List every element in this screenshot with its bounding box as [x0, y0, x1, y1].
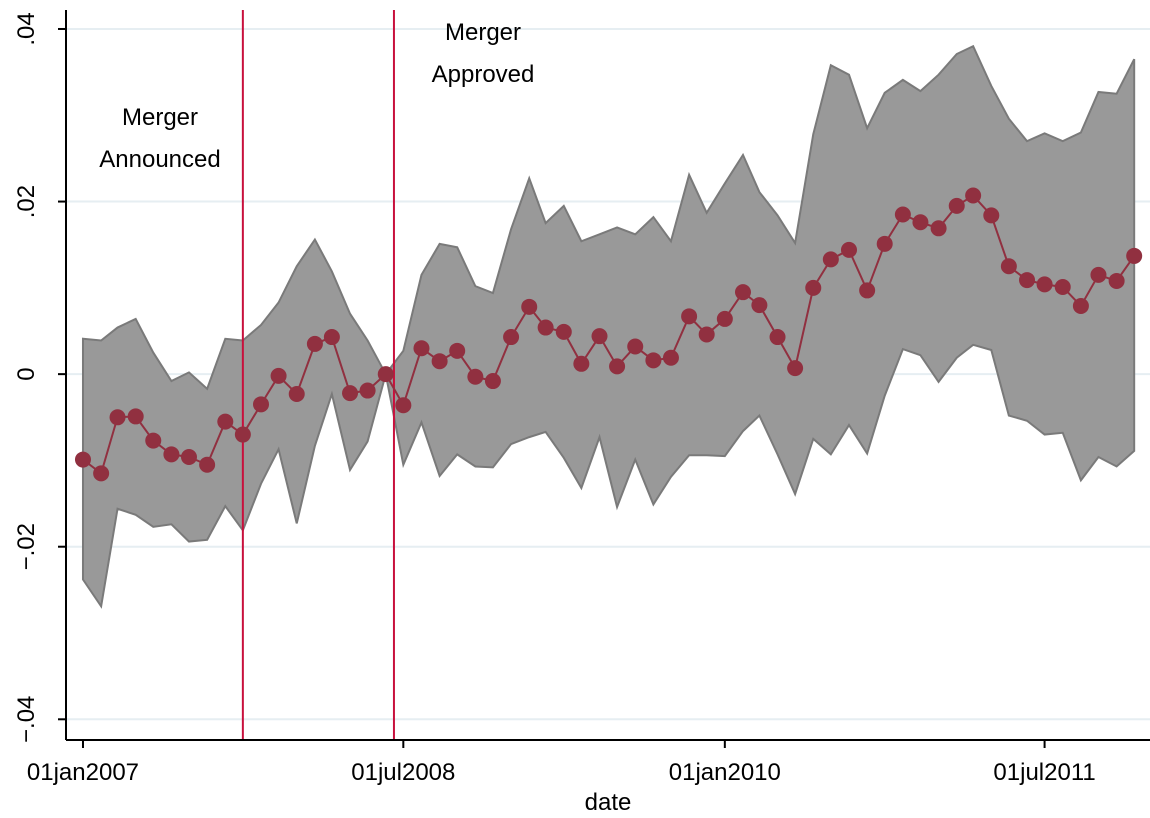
- y-tick-label: −.02: [13, 523, 40, 570]
- y-tick-label: −.04: [13, 696, 40, 743]
- data-point: [555, 323, 572, 340]
- data-point: [1072, 297, 1089, 314]
- x-axis-label: date: [585, 789, 632, 816]
- annotation: Merger: [122, 104, 198, 131]
- x-tick-label: 01jul2011: [993, 759, 1095, 786]
- annotation: Merger: [445, 19, 521, 46]
- y-tick-label: .02: [13, 185, 40, 218]
- data-point: [431, 353, 448, 370]
- data-point: [840, 241, 857, 258]
- data-point: [449, 342, 466, 359]
- data-point: [537, 319, 554, 336]
- data-point: [1000, 258, 1017, 275]
- data-point: [1126, 247, 1143, 264]
- data-point: [413, 340, 430, 357]
- data-point: [1090, 266, 1107, 283]
- confidence-band: [81, 44, 1136, 609]
- x-tick-label: 01jul2008: [351, 759, 455, 786]
- y-tick-label: 0: [13, 367, 40, 380]
- annotation: Approved: [432, 61, 535, 88]
- data-point: [503, 329, 520, 346]
- data-point: [163, 446, 180, 463]
- y-tick-label: .04: [13, 12, 40, 45]
- data-point: [199, 456, 216, 473]
- data-point: [859, 282, 876, 299]
- data-point: [342, 385, 359, 402]
- data-point: [359, 382, 376, 399]
- data-point: [787, 360, 804, 377]
- data-point: [306, 335, 323, 352]
- x-tick-label: 01jan2007: [27, 759, 139, 786]
- data-point: [822, 251, 839, 268]
- data-point: [681, 308, 698, 325]
- data-point: [983, 207, 1000, 224]
- data-point: [591, 328, 608, 345]
- data-point: [377, 366, 394, 383]
- data-point: [627, 338, 644, 355]
- data-point: [1036, 276, 1053, 293]
- data-point: [217, 413, 234, 430]
- data-point: [948, 197, 965, 214]
- data-point: [145, 432, 162, 449]
- data-point: [930, 220, 947, 237]
- data-point: [253, 396, 270, 413]
- data-point: [698, 326, 715, 343]
- data-point: [395, 397, 412, 414]
- data-point: [323, 329, 340, 346]
- data-point: [109, 409, 126, 426]
- data-point: [521, 298, 538, 315]
- data-point: [288, 385, 305, 402]
- data-point: [484, 373, 501, 390]
- data-point: [467, 368, 484, 385]
- data-point: [876, 235, 893, 252]
- data-point: [74, 451, 91, 468]
- data-point: [180, 448, 197, 465]
- data-point: [127, 408, 144, 425]
- x-tick-label: 01jan2010: [669, 759, 781, 786]
- data-point: [93, 465, 110, 482]
- data-point: [645, 352, 662, 369]
- data-point: [769, 329, 786, 346]
- annotation: Announced: [99, 146, 220, 173]
- data-point: [716, 310, 733, 327]
- data-point: [1108, 272, 1125, 289]
- data-point: [234, 426, 251, 443]
- data-point: [573, 355, 590, 372]
- data-point: [1054, 278, 1071, 295]
- data-point: [734, 284, 751, 301]
- data-point: [805, 279, 822, 296]
- data-point: [609, 358, 626, 375]
- data-point: [1019, 272, 1036, 289]
- data-point: [894, 206, 911, 223]
- data-point: [662, 349, 679, 366]
- data-point: [751, 297, 768, 314]
- data-point: [912, 214, 929, 231]
- data-point: [270, 367, 287, 384]
- data-point: [965, 187, 982, 204]
